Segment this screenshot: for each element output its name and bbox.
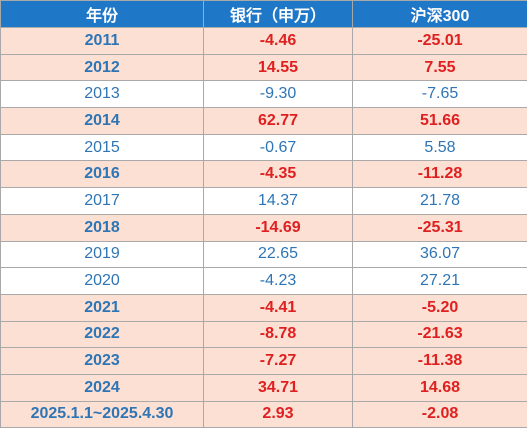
year-cell: 2015 (0, 133, 204, 162)
header-hs300: 沪深300 (352, 0, 527, 28)
bank-return-cell: 34.71 (203, 373, 353, 402)
hs300-return-cell: 21.78 (352, 187, 527, 215)
hs300-return-cell: -7.65 (352, 80, 527, 109)
year-cell: 2013 (0, 80, 204, 109)
hs300-return-cell: 7.55 (352, 53, 527, 82)
year-cell: 2016 (0, 160, 204, 189)
year-cell: 2022 (0, 320, 204, 349)
year-cell: 2020 (0, 267, 204, 295)
table-row: 2021 -4.41 -5.20 (0, 293, 527, 322)
bank-return-cell: 22.65 (203, 240, 353, 269)
table-row: 2012 14.55 7.55 (0, 53, 527, 82)
table-row: 2016 -4.35 -11.28 (0, 160, 527, 189)
hs300-return-cell: -11.28 (352, 160, 527, 189)
hs300-return-cell: -11.38 (352, 347, 527, 375)
bank-return-cell: 14.55 (203, 53, 353, 82)
bank-return-cell: -14.69 (203, 213, 353, 242)
table-row: 2023 -7.27 -11.38 (0, 347, 527, 375)
table-row: 2019 22.65 36.07 (0, 240, 527, 269)
hs300-return-cell: -25.31 (352, 213, 527, 242)
bank-return-cell: -8.78 (203, 320, 353, 349)
header-row: 年份 银行（申万） 沪深300 (0, 0, 527, 28)
bank-return-cell: -9.30 (203, 80, 353, 109)
header-bank: 银行（申万） (203, 0, 353, 28)
table-row: 2011 -4.46 -25.01 (0, 27, 527, 55)
year-cell: 2012 (0, 53, 204, 82)
bank-return-cell: -7.27 (203, 347, 353, 375)
year-cell: 2018 (0, 213, 204, 242)
year-cell: 2019 (0, 240, 204, 269)
bank-return-cell: 14.37 (203, 187, 353, 215)
table-row: 2015 -0.67 5.58 (0, 133, 527, 162)
year-cell: 2024 (0, 373, 204, 402)
table-row: 2020 -4.23 27.21 (0, 267, 527, 295)
year-cell: 2021 (0, 293, 204, 322)
bank-return-cell: -4.46 (203, 27, 353, 55)
table-row: 2022 -8.78 -21.63 (0, 320, 527, 349)
hs300-return-cell: 5.58 (352, 133, 527, 162)
hs300-return-cell: 27.21 (352, 267, 527, 295)
year-cell: 2023 (0, 347, 204, 375)
bank-return-cell: -0.67 (203, 133, 353, 162)
table-row: 2025.1.1~2025.4.30 2.93 -2.08 (0, 400, 527, 428)
bank-return-cell: -4.35 (203, 160, 353, 189)
table-body: 2011 -4.46 -25.01 2012 14.55 7.55 2013 -9.30 -7.… (0, 27, 527, 428)
year-cell: 2025.1.1~2025.4.30 (0, 400, 204, 428)
bank-return-cell: 2.93 (203, 400, 353, 428)
bank-return-cell: -4.41 (203, 293, 353, 322)
hs300-return-cell: 36.07 (352, 240, 527, 269)
table-row: 2018 -14.69 -25.31 (0, 213, 527, 242)
hs300-return-cell: -21.63 (352, 320, 527, 349)
hs300-return-cell: 51.66 (352, 107, 527, 135)
year-cell: 2014 (0, 107, 204, 135)
table-row: 2014 62.77 51.66 (0, 107, 527, 135)
year-cell: 2011 (0, 27, 204, 55)
hs300-return-cell: -25.01 (352, 27, 527, 55)
bank-return-cell: -4.23 (203, 267, 353, 295)
table-row: 2017 14.37 21.78 (0, 187, 527, 215)
hs300-return-cell: 14.68 (352, 373, 527, 402)
header-year: 年份 (0, 0, 204, 28)
bank-return-cell: 62.77 (203, 107, 353, 135)
table-row: 2013 -9.30 -7.65 (0, 80, 527, 109)
table-row: 2024 34.71 14.68 (0, 373, 527, 402)
hs300-return-cell: -2.08 (352, 400, 527, 428)
hs300-return-cell: -5.20 (352, 293, 527, 322)
year-cell: 2017 (0, 187, 204, 215)
